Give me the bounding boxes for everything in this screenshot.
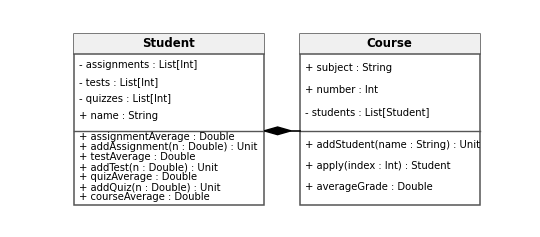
Bar <box>300 34 480 205</box>
Text: + number : Int: + number : Int <box>305 85 378 95</box>
Text: Course: Course <box>367 37 413 50</box>
Text: + addStudent(name : String) : Unit: + addStudent(name : String) : Unit <box>305 140 480 150</box>
Text: + averageGrade : Double: + averageGrade : Double <box>305 182 433 192</box>
Text: + testAverage : Double: + testAverage : Double <box>79 152 195 162</box>
Text: + addAssignment(n : Double) : Unit: + addAssignment(n : Double) : Unit <box>79 142 257 152</box>
Text: - students : List[Student]: - students : List[Student] <box>305 107 429 117</box>
Bar <box>300 34 480 54</box>
Text: + apply(index : Int) : Student: + apply(index : Int) : Student <box>305 161 450 171</box>
Text: - quizzes : List[Int]: - quizzes : List[Int] <box>79 94 171 104</box>
Text: - tests : List[Int]: - tests : List[Int] <box>79 77 158 87</box>
Text: + name : String: + name : String <box>79 111 158 121</box>
Text: + courseAverage : Double: + courseAverage : Double <box>79 192 210 202</box>
Text: + addQuiz(n : Double) : Unit: + addQuiz(n : Double) : Unit <box>79 182 220 192</box>
Text: + quizAverage : Double: + quizAverage : Double <box>79 172 197 182</box>
Text: + addTest(n : Double) : Unit: + addTest(n : Double) : Unit <box>79 162 218 172</box>
Text: - assignments : List[Int]: - assignments : List[Int] <box>79 60 197 70</box>
Text: + assignmentAverage : Double: + assignmentAverage : Double <box>79 132 234 142</box>
Bar <box>74 34 264 54</box>
Text: Student: Student <box>143 37 195 50</box>
Text: + subject : String: + subject : String <box>305 63 392 73</box>
Bar <box>74 34 264 205</box>
Polygon shape <box>264 127 291 135</box>
